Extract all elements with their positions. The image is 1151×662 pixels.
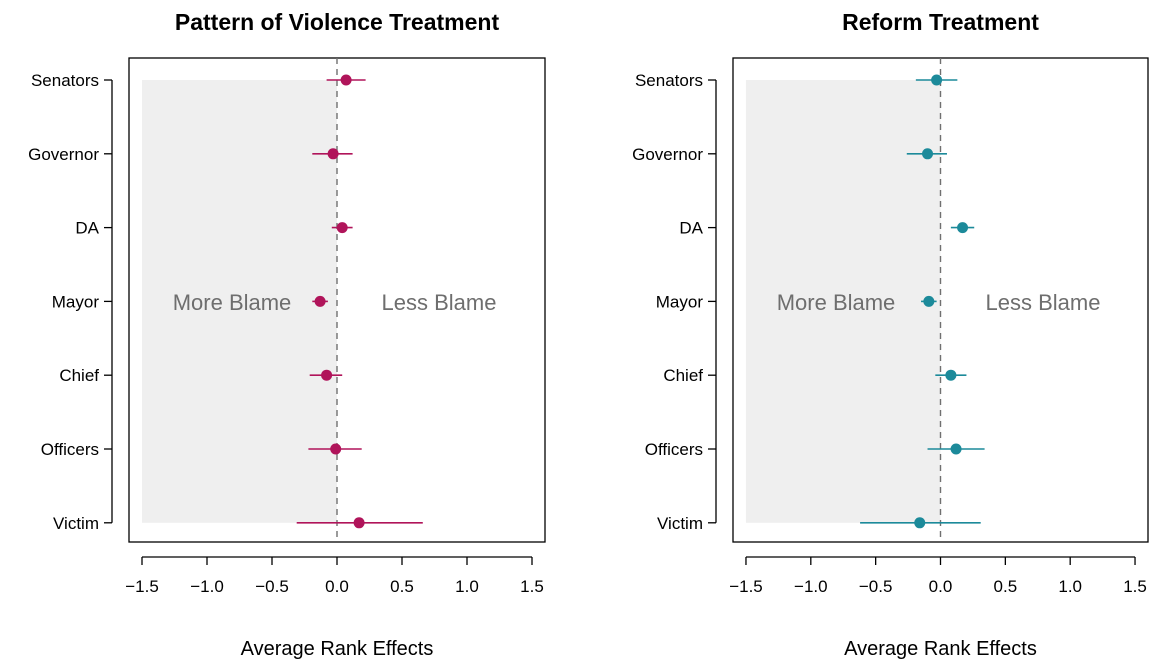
x-tick-label: 1.5: [520, 577, 544, 596]
panel-reform: More Blame Less Blame Reform Treatment −1.5…: [632, 9, 1149, 660]
x-tick-label: −1.5: [125, 577, 159, 596]
estimate-point-mayor: [314, 295, 326, 307]
y-tick-label-officers: Officers: [41, 440, 99, 459]
y-tick-label-da: DA: [75, 219, 99, 238]
y-tick-label-victim: Victim: [53, 514, 99, 533]
estimate-point-officers: [330, 443, 342, 455]
y-tick-label-mayor: Mayor: [52, 292, 100, 311]
x-tick-label: −0.5: [255, 577, 289, 596]
x-tick-label: 1.0: [455, 577, 479, 596]
x-tick-label: 0.0: [325, 577, 349, 596]
x-tick-label: −0.5: [859, 577, 893, 596]
y-tick-label-governor: Governor: [28, 145, 99, 164]
annotation-more-blame: More Blame: [173, 290, 292, 315]
estimate-point-officers: [950, 443, 962, 455]
y-tick-label-chief: Chief: [663, 366, 703, 385]
x-axis-title: Average Rank Effects: [241, 638, 434, 660]
annotation-more-blame: More Blame: [777, 290, 896, 315]
estimate-point-chief: [321, 369, 333, 381]
x-tick-label: −1.0: [794, 577, 828, 596]
estimate-point-senators: [340, 74, 352, 86]
annotation-less-blame: Less Blame: [382, 290, 497, 315]
x-tick-label: 1.0: [1058, 577, 1082, 596]
estimate-point-da: [957, 222, 969, 234]
y-tick-label-officers: Officers: [645, 440, 703, 459]
chart-title: Reform Treatment: [842, 9, 1039, 35]
chart-title: Pattern of Violence Treatment: [175, 9, 500, 35]
y-tick-label-mayor: Mayor: [656, 292, 704, 311]
y-tick-label-senators: Senators: [31, 71, 99, 90]
estimate-point-governor: [922, 148, 934, 160]
x-axis-title: Average Rank Effects: [844, 638, 1037, 660]
shaded-region: [142, 80, 337, 523]
x-tick-label: 0.5: [390, 577, 414, 596]
y-tick-label-victim: Victim: [657, 514, 703, 533]
x-tick-label: 1.5: [1123, 577, 1147, 596]
x-tick-label: −1.0: [190, 577, 224, 596]
estimate-point-mayor: [923, 295, 935, 307]
x-tick-label: 0.5: [994, 577, 1018, 596]
estimate-point-victim: [914, 517, 926, 529]
estimate-point-senators: [931, 74, 943, 86]
y-tick-label-governor: Governor: [632, 145, 703, 164]
panel-pattern-of-violence: More Blame Less Blame Pattern of Violence …: [28, 9, 546, 660]
annotation-less-blame: Less Blame: [986, 290, 1101, 315]
estimate-point-chief: [945, 369, 957, 381]
estimate-point-governor: [327, 148, 339, 160]
x-tick-label: 0.0: [929, 577, 953, 596]
y-tick-label-da: DA: [679, 219, 703, 238]
estimate-point-da: [336, 222, 348, 234]
estimate-point-victim: [353, 517, 365, 529]
y-tick-label-chief: Chief: [59, 366, 99, 385]
y-tick-label-senators: Senators: [635, 71, 703, 90]
x-tick-label: −1.5: [729, 577, 763, 596]
